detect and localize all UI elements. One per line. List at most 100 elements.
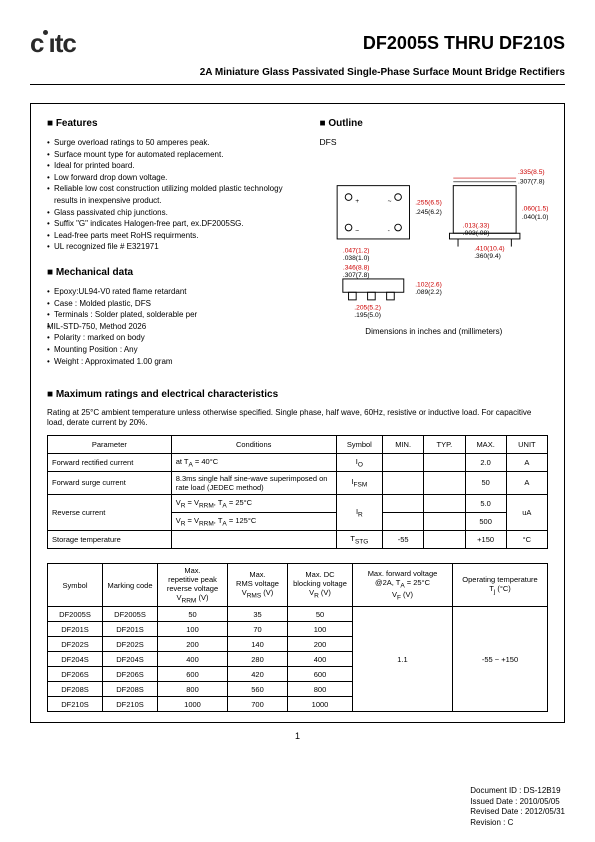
cell — [383, 512, 424, 530]
mech-item: Epoxy:UL94-V0 rated flame retardant — [47, 286, 300, 298]
cell — [424, 530, 465, 548]
svg-text:.089(2.2): .089(2.2) — [415, 289, 442, 296]
cell — [383, 453, 424, 471]
cell: 600 — [288, 667, 353, 682]
table-row: Forward surge current 8.3ms single half … — [48, 471, 548, 494]
cell: 400 — [158, 652, 228, 667]
svg-text:.205(5.2): .205(5.2) — [354, 304, 381, 311]
feature-item: Low forward drop down voltage. — [47, 172, 300, 184]
cell: TSTG — [336, 530, 382, 548]
page-number: 1 — [30, 731, 565, 741]
mech-item: Mounting Position : Any — [47, 344, 300, 356]
cell: A — [506, 471, 547, 494]
cell: +150 — [465, 530, 506, 548]
cell — [383, 494, 424, 512]
th-max: MAX. — [465, 435, 506, 453]
cell: 1000 — [288, 697, 353, 712]
dimension-note: Dimensions in inches and (millimeters) — [320, 327, 548, 336]
svg-text:.195(5.0): .195(5.0) — [354, 312, 381, 319]
cell: 800 — [158, 682, 228, 697]
mech-item: Terminals : Solder plated, solderable pe… — [47, 309, 300, 321]
ratings-heading: Maximum ratings and electrical character… — [47, 389, 548, 400]
cell: 50 — [288, 607, 353, 622]
th-unit: UNIT — [506, 435, 547, 453]
cell: DF204S — [48, 652, 103, 667]
cell: 50 — [465, 471, 506, 494]
cell: IR — [336, 494, 382, 530]
outline-drawing: + ~ ~ - .335(8.5) — [320, 153, 548, 323]
cell: °C — [506, 530, 547, 548]
mech-item: Polarity : marked on body — [47, 332, 300, 344]
cell: A — [506, 453, 547, 471]
cell: DF210S — [103, 697, 158, 712]
th-parameter: Parameter — [48, 435, 172, 453]
cell — [171, 530, 336, 548]
features-heading: Features — [47, 118, 300, 129]
cell: 700 — [228, 697, 288, 712]
th-typ: TYP. — [424, 435, 465, 453]
table-row: DF2005SDF2005S5035501.1-55 ~ +150 — [48, 607, 548, 622]
cell: 1.1 — [353, 607, 453, 712]
svg-text:~: ~ — [355, 227, 359, 234]
ratings-description: Rating at 25°C ambient temperature unles… — [47, 408, 548, 429]
table-row: Storage temperature TSTG -55 +150 °C — [48, 530, 548, 548]
svg-text:.060(1.5): .060(1.5) — [521, 205, 548, 212]
doc-revision: Revision : C — [470, 818, 565, 828]
doc-revised: Revised Date : 2012/05/31 — [470, 807, 565, 817]
doc-issued: Issued Date : 2010/05/05 — [470, 797, 565, 807]
svg-text:.013(.33): .013(.33) — [462, 223, 489, 230]
th: Max. forward voltage@2A, TA = 25°CVF (V) — [353, 563, 453, 607]
cell: VR = VRRM, TA = 125°C — [171, 512, 336, 530]
th-conditions: Conditions — [171, 435, 336, 453]
feature-item: Glass passivated chip junctions. — [47, 207, 300, 219]
cell: 50 — [158, 607, 228, 622]
cell: 280 — [228, 652, 288, 667]
svg-text:~: ~ — [387, 198, 391, 205]
mechanical-list: Epoxy:UL94-V0 rated flame retardant Case… — [47, 286, 300, 367]
th: Max. DCblocking voltageVR (V) — [288, 563, 353, 607]
cell: 200 — [158, 637, 228, 652]
cell: 8.3ms single half sine-wave superimposed… — [171, 471, 336, 494]
cell: 70 — [228, 622, 288, 637]
cell: 2.0 — [465, 453, 506, 471]
svg-text:.040(1.0): .040(1.0) — [521, 214, 548, 221]
svg-text:+: + — [355, 198, 359, 205]
th: Marking code — [103, 563, 158, 607]
table-row: Parameter Conditions Symbol MIN. TYP. MA… — [48, 435, 548, 453]
svg-text:.335(8.5): .335(8.5) — [518, 169, 545, 176]
cell — [424, 494, 465, 512]
outline-heading: Outline — [320, 118, 548, 129]
cell — [424, 453, 465, 471]
svg-text:.102(2.6): .102(2.6) — [415, 282, 442, 289]
table-row: Forward rectified current at TA = 40°C I… — [48, 453, 548, 471]
mech-item: MIL-STD-750, Method 2026 — [47, 321, 300, 333]
cell: DF2005S — [103, 607, 158, 622]
th: Operating temperatureTj (°C) — [453, 563, 548, 607]
cell: DF206S — [48, 667, 103, 682]
cell: DF202S — [48, 637, 103, 652]
table-row: Reverse current VR = VRRM, TA = 25°C IR … — [48, 494, 548, 512]
mechanical-heading: Mechanical data — [47, 267, 300, 278]
mech-item: Case : Molded plastic, DFS — [47, 298, 300, 310]
cell: 400 — [288, 652, 353, 667]
cell: VR = VRRM, TA = 25°C — [171, 494, 336, 512]
feature-item: Surge overload ratings to 50 amperes pea… — [47, 137, 300, 149]
cell: at TA = 40°C — [171, 453, 336, 471]
svg-text:.255(6.5): .255(6.5) — [415, 200, 442, 207]
cell: DF210S — [48, 697, 103, 712]
th: Max.RMS voltageVRMS (V) — [228, 563, 288, 607]
cell: DF208S — [48, 682, 103, 697]
ratings-table: Parameter Conditions Symbol MIN. TYP. MA… — [47, 435, 548, 549]
logo: cıtc — [30, 28, 76, 59]
feature-item: Surface mount type for automated replace… — [47, 149, 300, 161]
svg-text:.307(7.8): .307(7.8) — [518, 179, 545, 186]
cell: DF206S — [103, 667, 158, 682]
cell: IFSM — [336, 471, 382, 494]
cell: DF201S — [48, 622, 103, 637]
cell: 800 — [288, 682, 353, 697]
parts-table: Symbol Marking code Max.repetitive peakr… — [47, 563, 548, 713]
th-symbol: Symbol — [336, 435, 382, 453]
svg-text:.038(1.0): .038(1.0) — [342, 255, 369, 262]
cell: Reverse current — [48, 494, 172, 530]
doc-id: Document ID : DS-12B19 — [470, 786, 565, 796]
